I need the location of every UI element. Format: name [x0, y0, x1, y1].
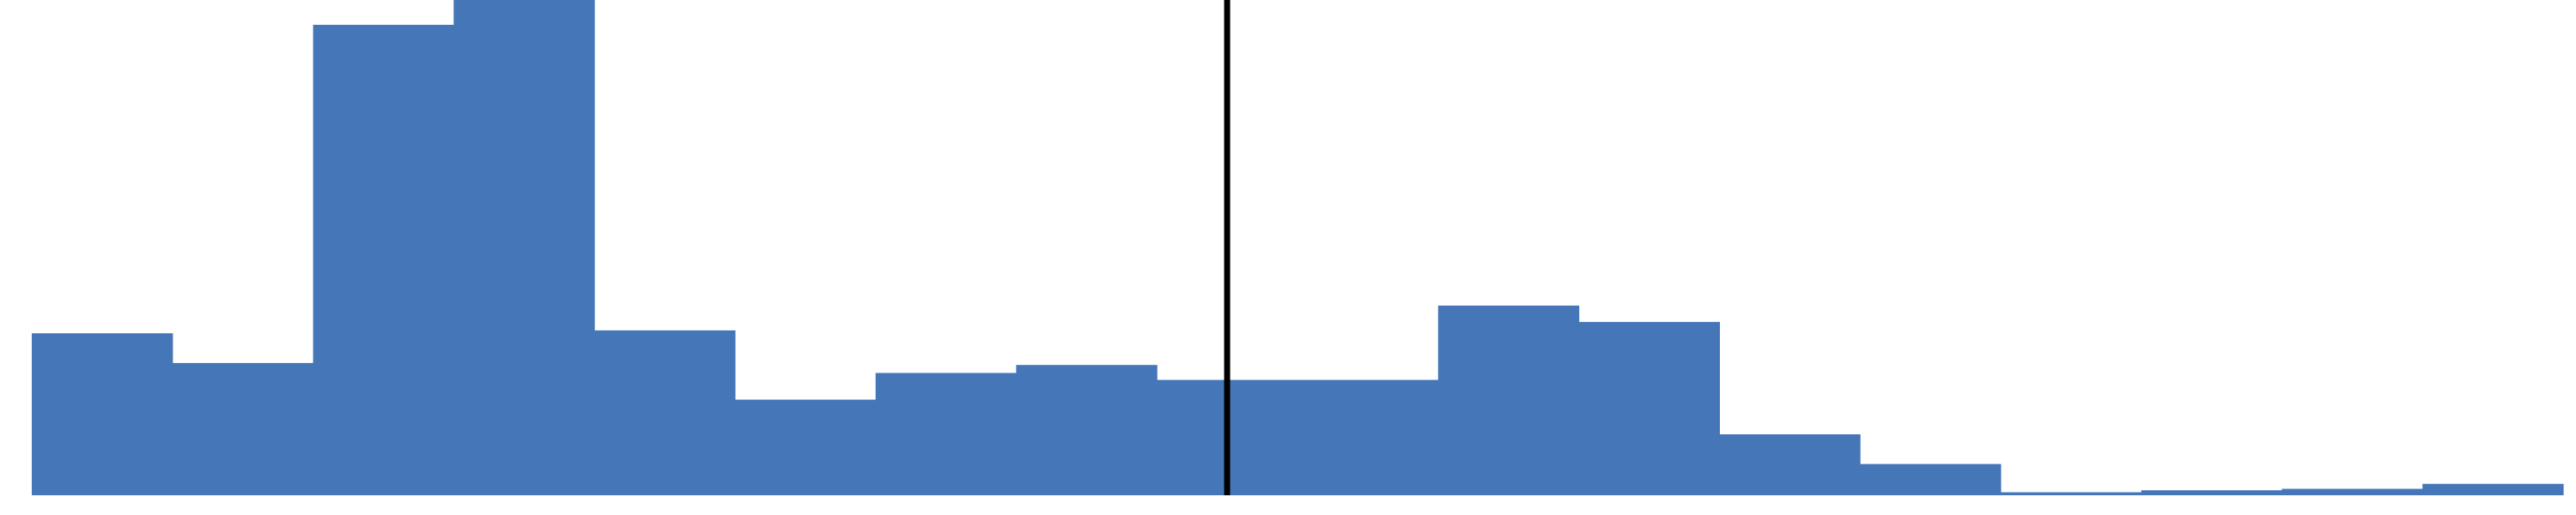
histogram-bar-11 — [1437, 306, 1580, 495]
histogram-bar-13 — [1719, 434, 1861, 495]
histogram-bar-8 — [1016, 365, 1157, 495]
histogram-bar-4 — [453, 0, 595, 495]
histogram-bar-16 — [2141, 490, 2283, 495]
histogram-bar-6 — [734, 399, 877, 495]
histogram-bar-3 — [313, 24, 454, 495]
histogram-bar-1 — [32, 333, 173, 495]
histogram-bar-15 — [2000, 492, 2142, 495]
histogram-bar-10 — [1297, 379, 1439, 495]
histogram-bar-17 — [2281, 488, 2423, 495]
histogram-bar-2 — [172, 362, 314, 495]
histogram-bar-5 — [594, 330, 736, 495]
histogram-bar-7 — [875, 373, 1018, 495]
histogram-bar-18 — [2422, 483, 2564, 495]
histogram-bars — [32, 0, 2564, 495]
histogram-bar-12 — [1578, 322, 1720, 495]
histogram-bar-14 — [1860, 464, 2002, 495]
